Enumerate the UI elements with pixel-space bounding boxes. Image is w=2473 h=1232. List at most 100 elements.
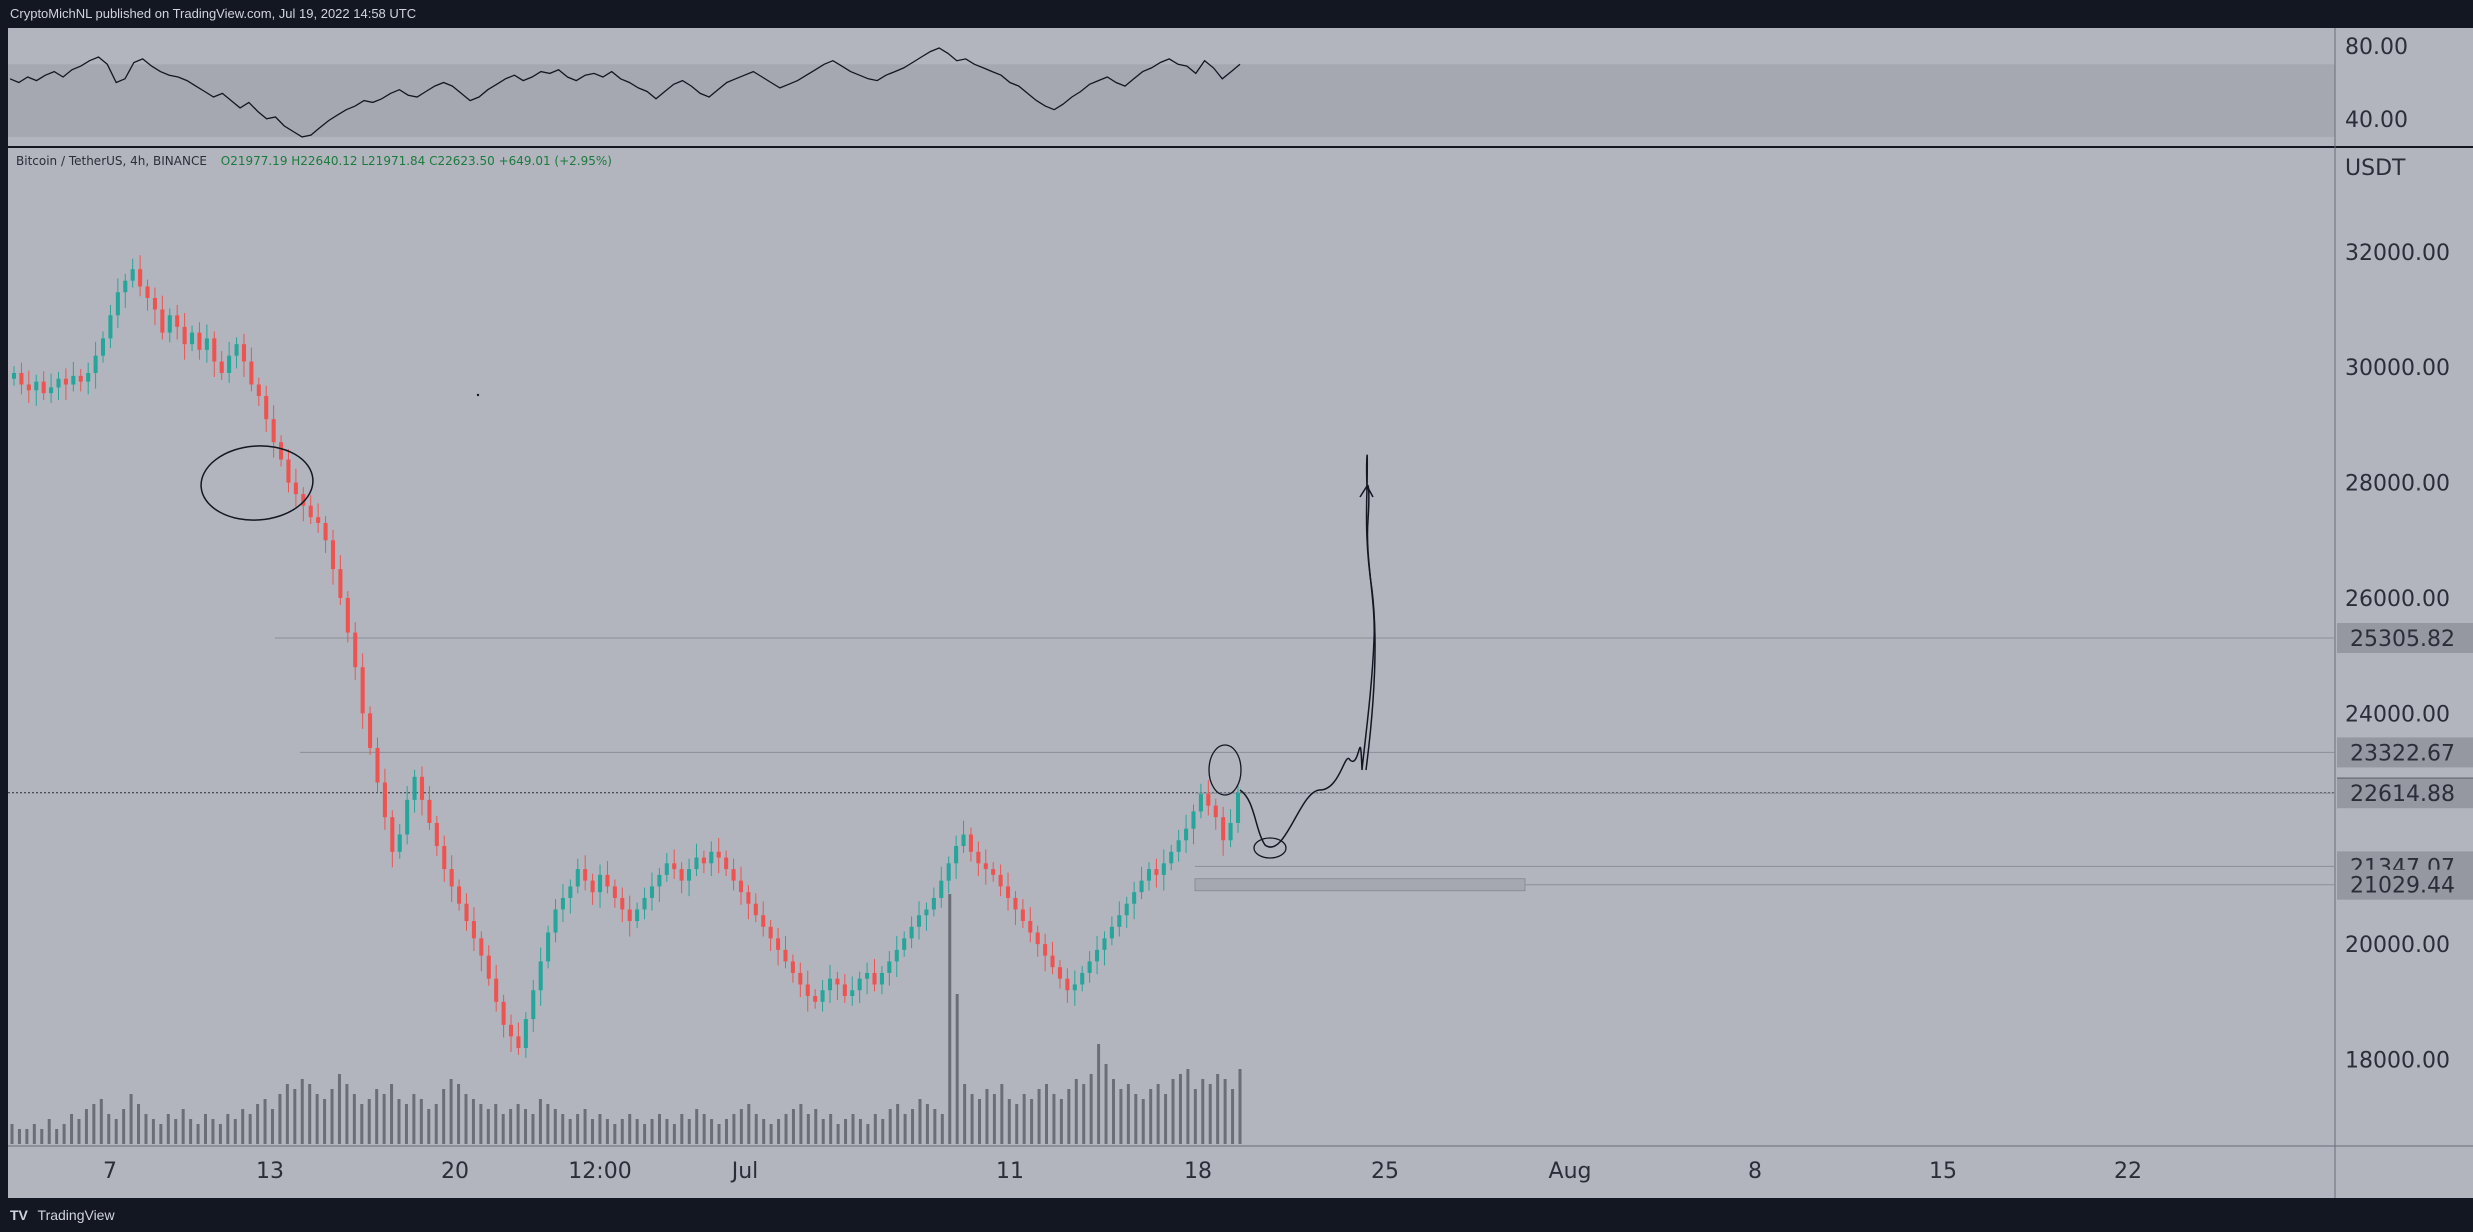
- circle-annotation-breakdown: [200, 445, 314, 521]
- candle-body: [234, 344, 239, 356]
- candle-body: [368, 713, 373, 748]
- volume-bar: [1186, 1069, 1190, 1144]
- candle-body: [123, 280, 128, 293]
- candle-body: [1221, 817, 1226, 841]
- volume-bar: [561, 1114, 565, 1144]
- volume-bar: [501, 1114, 505, 1144]
- volume-bar: [99, 1099, 103, 1144]
- ohlc-values: O21977.19 H22640.12 L21971.84 C22623.50 …: [221, 154, 612, 168]
- volume-bar: [137, 1104, 141, 1144]
- candle-body: [56, 378, 61, 388]
- volume-bar: [568, 1119, 572, 1144]
- candle-body: [501, 1001, 506, 1025]
- volume-bar: [55, 1129, 59, 1144]
- volume-bar: [471, 1099, 475, 1144]
- candle-body: [71, 375, 76, 385]
- published-header: CryptoMichNL published on TradingView.co…: [0, 0, 2473, 28]
- price-tick-label: 24000.00: [2345, 702, 2450, 727]
- volume-bar: [1126, 1084, 1130, 1144]
- candle-body: [434, 822, 439, 847]
- volume-bar: [858, 1119, 862, 1144]
- candle-body: [1198, 794, 1203, 812]
- oscillator-band: [8, 64, 2335, 137]
- price-pane[interactable]: USDT 32000.00 30000.00 28000.00 26000.00 2400…: [0, 28, 2473, 1198]
- volume-bar: [851, 1114, 855, 1144]
- candle-body: [991, 869, 996, 875]
- candle-body: [390, 817, 395, 852]
- volume-bar: [10, 1124, 14, 1144]
- candle-body: [360, 667, 365, 714]
- candle-body: [850, 990, 855, 997]
- volume-bar: [382, 1094, 386, 1144]
- volume-bar: [1067, 1089, 1071, 1144]
- volume-bar: [1097, 1044, 1101, 1144]
- volume-bar: [323, 1099, 327, 1144]
- candle-body: [790, 961, 795, 973]
- price-level-label: 25305.82: [2350, 627, 2455, 652]
- volume-bar: [122, 1109, 126, 1144]
- candle-body: [345, 597, 350, 633]
- candle-body: [976, 851, 981, 864]
- candle-body: [649, 886, 655, 898]
- candle-body: [197, 332, 202, 350]
- candle-body: [471, 921, 476, 939]
- candle-body: [301, 494, 306, 506]
- candle-body: [1146, 869, 1152, 881]
- candle-body: [338, 569, 343, 598]
- candle-body: [449, 869, 454, 887]
- volume-bar: [196, 1124, 200, 1144]
- volume-bar: [687, 1119, 691, 1144]
- volume-bar: [404, 1104, 408, 1144]
- candle-body: [100, 338, 106, 356]
- candle-body: [41, 381, 46, 394]
- candle-body: [264, 396, 269, 420]
- tradingview-logo-icon: TV: [10, 1207, 28, 1223]
- candle-body: [998, 874, 1003, 887]
- candle-body: [26, 384, 31, 391]
- candle-body: [1228, 822, 1233, 841]
- candle-body: [293, 482, 298, 495]
- volume-bar: [635, 1119, 639, 1144]
- volume-bar: [241, 1109, 245, 1144]
- volume-bar: [256, 1104, 260, 1144]
- candle-body: [1072, 984, 1077, 991]
- volume-bar: [70, 1114, 74, 1144]
- time-tick-label: Jul: [730, 1159, 759, 1184]
- candle-body: [1043, 944, 1048, 956]
- volume-bar: [598, 1114, 602, 1144]
- volume-bar: [1164, 1094, 1168, 1144]
- volume-bar: [114, 1119, 118, 1144]
- footer-brand: TradingView: [37, 1207, 115, 1223]
- price-unit-label: USDT: [2345, 156, 2406, 181]
- volume-bar: [308, 1084, 312, 1144]
- volume-bar: [1149, 1089, 1153, 1144]
- candle-body: [1184, 828, 1189, 841]
- price-tick-label: 32000.00: [2345, 241, 2450, 266]
- price-level-box: [2337, 737, 2473, 768]
- volume-bar: [866, 1124, 870, 1144]
- volume-bar: [613, 1124, 617, 1144]
- volume-bar: [315, 1094, 319, 1144]
- candle-body: [516, 1036, 521, 1048]
- candle-body: [872, 972, 877, 985]
- volume-bar: [724, 1119, 728, 1144]
- volume-bar: [129, 1094, 133, 1144]
- candle-body: [182, 326, 187, 345]
- candle-body: [249, 361, 254, 385]
- candle-body: [419, 776, 425, 800]
- volume-bar: [836, 1124, 840, 1144]
- volume-bar: [620, 1119, 624, 1144]
- volume-bar: [1000, 1084, 1004, 1144]
- volume-bar: [419, 1099, 423, 1144]
- volume-bar: [263, 1099, 267, 1144]
- volume-bar: [47, 1119, 51, 1144]
- candle-body: [1109, 926, 1114, 939]
- volume-bar: [1231, 1089, 1235, 1144]
- candle-body: [1206, 794, 1211, 806]
- candle-body: [664, 863, 669, 875]
- volume-bar: [918, 1099, 922, 1144]
- volume-bar: [1208, 1084, 1212, 1144]
- volume-bar: [1223, 1079, 1227, 1144]
- time-tick-label: 18: [1184, 1159, 1212, 1184]
